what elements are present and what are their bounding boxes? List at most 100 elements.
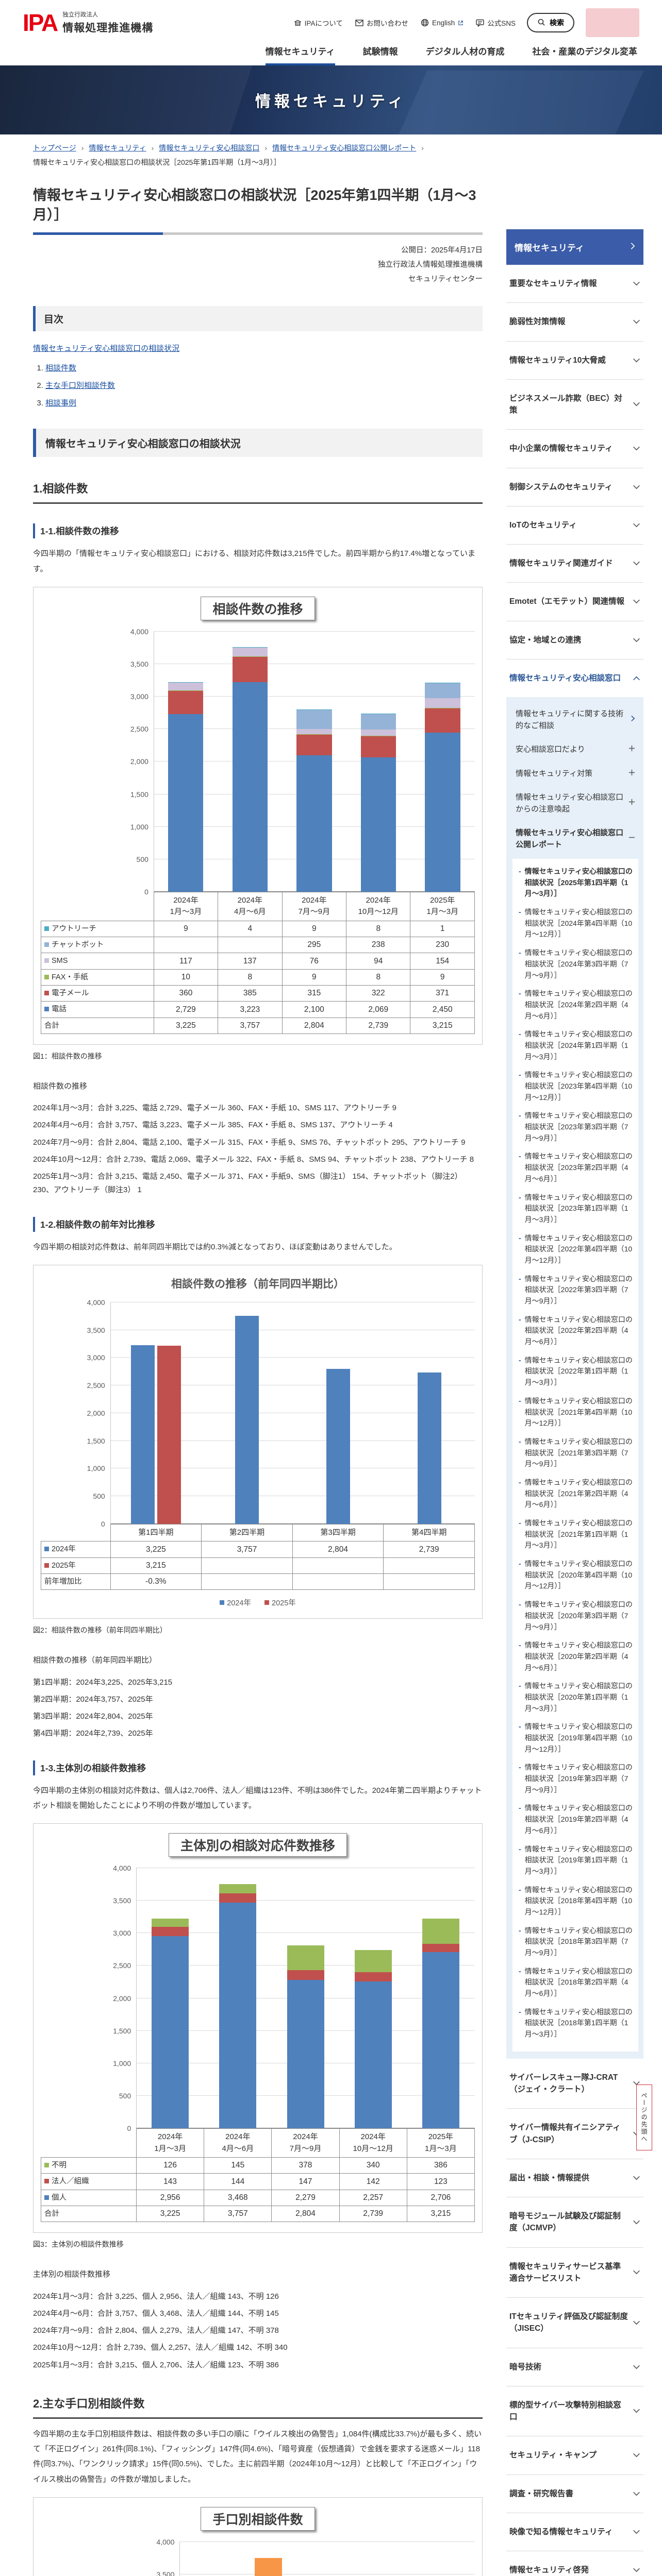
sidebar-item[interactable]: セキュリティ・キャンプ bbox=[506, 2436, 643, 2475]
sidebar-submenu-item[interactable]: 情報セキュリティ安心相談窓口公開レポート bbox=[512, 821, 638, 857]
report-link[interactable]: - 情報セキュリティ安心相談窓口の相談状況［2020年第2四半期（4月～6月）］ bbox=[519, 1640, 633, 1673]
sidebar-item[interactable]: 中小企業の情報セキュリティ bbox=[506, 430, 643, 468]
sidebar-item[interactable]: 情報セキュリティサービス基準適合サービスリスト bbox=[506, 2248, 643, 2298]
header-utilities: IPAについて お問い合わせ English 公式SNS 検索 bbox=[294, 8, 639, 37]
sidebar-item-label: 暗号技術 bbox=[509, 2362, 542, 2371]
report-link[interactable]: - 情報セキュリティ安心相談窓口の相談状況［2022年第2四半期（4月～6月）］ bbox=[519, 1314, 633, 1348]
report-link[interactable]: - 情報セキュリティ安心相談窓口の相談状況［2018年第4四半期（10月～12月）… bbox=[519, 1885, 633, 1918]
sidebar-submenu-item[interactable]: 情報セキュリティに関する技術的なご相談 bbox=[512, 702, 638, 738]
report-link[interactable]: - 情報セキュリティ安心相談窓口の相談状況［2020年第1四半期（1月～3月）］ bbox=[519, 1681, 633, 1714]
breadcrumb-link[interactable]: 情報セキュリティ安心相談窓口 bbox=[159, 144, 260, 152]
report-link[interactable]: - 情報セキュリティ安心相談窓口の相談状況［2021年第1四半期（1月～3月）］ bbox=[519, 1518, 633, 1551]
sidebar-item[interactable]: 脆弱性対策情報 bbox=[506, 303, 643, 342]
sidebar-item[interactable]: 情報セキュリティ関連ガイド bbox=[506, 545, 643, 583]
report-link[interactable]: - 情報セキュリティ安心相談窓口の相談状況［2019年第3四半期（7月～9月）］ bbox=[519, 1762, 633, 1795]
utility-item[interactable]: English bbox=[421, 19, 464, 27]
sidebar-item[interactable]: サイバー情報共有イニシアティブ（J-CSIP） bbox=[506, 2109, 643, 2159]
breadcrumb-link[interactable]: トップページ bbox=[33, 144, 76, 152]
breadcrumb-link[interactable]: 情報セキュリティ安心相談窓口公開レポート bbox=[272, 144, 417, 152]
utility-item[interactable]: お問い合わせ bbox=[355, 18, 408, 28]
nav-item-active[interactable]: 情報セキュリティ bbox=[265, 44, 335, 65]
caption-figure3: 図3：主体別の相談件数推移 bbox=[33, 2240, 124, 2249]
report-link[interactable]: - 情報セキュリティ安心相談窓口の相談状況［2021年第4四半期（10月～12月）… bbox=[519, 1396, 633, 1429]
nav-item-link[interactable]: デジタル人材の育成 bbox=[425, 47, 505, 57]
sidebar-item[interactable]: 標的型サイバー攻撃特別相談窓口 bbox=[506, 2386, 643, 2437]
nav-item-link[interactable]: 社会・産業のデジタル変革 bbox=[532, 47, 637, 57]
report-link[interactable]: - 情報セキュリティ安心相談窓口の相談状況［2023年第3四半期（7月～9月）］ bbox=[519, 1110, 633, 1144]
sidebar-item[interactable]: 情報セキュリティ10大脅威 bbox=[506, 342, 643, 380]
report-link[interactable]: - 情報セキュリティ安心相談窓口の相談状況［2022年第3四半期（7月～9月）］ bbox=[519, 1274, 633, 1307]
toc-link[interactable]: 相談事例 bbox=[45, 399, 77, 408]
toc-link[interactable]: 相談件数 bbox=[45, 364, 77, 373]
y-tick-label: 1,500 bbox=[87, 1436, 105, 1445]
alt-line: 第2四半期：2024年3,757、2025年 bbox=[33, 1694, 153, 1704]
back-to-top-button[interactable]: ページの先頭へ bbox=[636, 2084, 652, 2150]
report-link[interactable]: - 情報セキュリティ安心相談窓口の相談状況［2024年第2四半期（4月～6月）］ bbox=[519, 988, 633, 1022]
sidebar-item[interactable]: 調査・研究報告書 bbox=[506, 2475, 643, 2513]
report-link[interactable]: - 情報セキュリティ安心相談窓口の相談状況［2023年第1四半期（1月～3月）］ bbox=[519, 1192, 633, 1226]
breadcrumb-link[interactable]: 情報セキュリティ bbox=[89, 144, 146, 152]
sidebar-item[interactable]: ITセキュリティ評価及び認証制度（JISEC） bbox=[506, 2298, 643, 2348]
plus-icon bbox=[628, 798, 635, 809]
report-link[interactable]: - 情報セキュリティ安心相談窓口の相談状況［2021年第3四半期（7月～9月）］ bbox=[519, 1436, 633, 1470]
report-link[interactable]: - 情報セキュリティ安心相談窓口の相談状況［2024年第1四半期（1月～3月）］ bbox=[519, 1029, 633, 1062]
category-header: 2024年 10月～12月 bbox=[339, 2128, 407, 2158]
report-link[interactable]: - 情報セキュリティ安心相談窓口の相談状況［2025年第1四半期（1月～3月）］ bbox=[519, 866, 633, 900]
y-tick-label: 4,000 bbox=[156, 2537, 175, 2546]
chevron-down-icon bbox=[633, 519, 640, 531]
report-link[interactable]: - 情報セキュリティ安心相談窓口の相談状況［2020年第4四半期（10月～12月）… bbox=[519, 1558, 633, 1592]
cell-value: 76 bbox=[282, 953, 347, 970]
sidebar-item[interactable]: サイバーレスキュー隊J-CRAT（ジェイ・クラート） bbox=[506, 2059, 643, 2109]
sidebar-item[interactable]: 情報セキュリティ啓発 bbox=[506, 2551, 643, 2576]
chart-band bbox=[282, 632, 346, 892]
y-tick-label: 500 bbox=[136, 855, 148, 863]
utility-item[interactable]: IPAについて bbox=[294, 18, 343, 28]
sidebar-item[interactable]: ビジネスメール詐欺（BEC）対策 bbox=[506, 380, 643, 430]
report-link[interactable]: - 情報セキュリティ安心相談窓口の相談状況［2023年第4四半期（10月～12月）… bbox=[519, 1070, 633, 1103]
report-link[interactable]: - 情報セキュリティ安心相談窓口の相談状況［2020年第3四半期（7月～9月）］ bbox=[519, 1599, 633, 1633]
report-link[interactable]: - 情報セキュリティ安心相談窓口の相談状況［2022年第1四半期（1月～3月）］ bbox=[519, 1355, 633, 1388]
segment-チャットボット bbox=[425, 683, 460, 698]
breadcrumb-row: トップページ › 情報セキュリティ › 情報セキュリティ安心相談窓口 › 情報セキュリティ安… bbox=[33, 143, 629, 153]
sidebar-item[interactable]: 暗号技術 bbox=[506, 2348, 643, 2386]
sidebar-submenu-item[interactable]: 情報セキュリティ対策 bbox=[512, 762, 638, 786]
report-link[interactable]: - 情報セキュリティ安心相談窓口の相談状況［2024年第3四半期（7月～9月）］ bbox=[519, 947, 633, 981]
report-link[interactable]: - 情報セキュリティ安心相談窓口の相談状況［2019年第4四半期（10月～12月）… bbox=[519, 1721, 633, 1755]
report-link[interactable]: - 情報セキュリティ安心相談窓口の相談状況［2019年第1四半期（1月～3月）］ bbox=[519, 1844, 633, 1877]
report-label: 情報セキュリティ安心相談窓口の相談状況［2024年第1四半期（1月～3月）］ bbox=[524, 1030, 633, 1061]
sidebar-submenu-item[interactable]: 安心相談窓口だより bbox=[512, 738, 638, 762]
sidebar-item[interactable]: 暗号モジュール試験及び認証制度（JCMVP） bbox=[506, 2197, 643, 2248]
utility-label: English bbox=[432, 19, 455, 27]
sidebar-item[interactable]: 制御システムのセキュリティ bbox=[506, 468, 643, 506]
sidebar-item[interactable]: 届出・相談・情報提供 bbox=[506, 2159, 643, 2198]
report-link[interactable]: - 情報セキュリティ安心相談窓口の相談状況［2019年第2四半期（4月～6月）］ bbox=[519, 1803, 633, 1836]
report-link[interactable]: - 情報セキュリティ安心相談窓口の相談状況［2018年第1四半期（1月～3月）］ bbox=[519, 2007, 633, 2040]
sidebar-header[interactable]: 情報セキュリティ bbox=[506, 229, 643, 265]
report-link[interactable]: - 情報セキュリティ安心相談窓口の相談状況［2022年第4四半期（10月～12月）… bbox=[519, 1233, 633, 1266]
sidebar-item[interactable]: 重要なセキュリティ情報 bbox=[506, 265, 643, 303]
toc-link[interactable]: 主な手口別相談件数 bbox=[45, 381, 115, 391]
segment-電話 bbox=[296, 755, 332, 892]
menu-button[interactable] bbox=[586, 8, 639, 37]
report-link[interactable]: - 情報セキュリティ安心相談窓口の相談状況［2018年第3四半期（7月～9月）］ bbox=[519, 1925, 633, 1959]
cell-value: 143 bbox=[136, 2173, 205, 2190]
utility-item[interactable]: 公式SNS bbox=[476, 18, 516, 28]
report-link[interactable]: - 情報セキュリティ安心相談窓口の相談状況［2018年第2四半期（4月～6月）］ bbox=[519, 1966, 633, 1999]
report-link[interactable]: - 情報セキュリティ安心相談窓口の相談状況［2021年第2四半期（4月～6月）］ bbox=[519, 1477, 633, 1511]
sidebar-item[interactable]: 協定・地域との連携 bbox=[506, 621, 643, 659]
sidebar-item-label: 情報セキュリティサービス基準適合サービスリスト bbox=[509, 2262, 621, 2283]
report-link[interactable]: - 情報セキュリティ安心相談窓口の相談状況［2024年第4四半期（10月～12月）… bbox=[519, 907, 633, 940]
sidebar-item[interactable]: 映像で知る情報セキュリティ bbox=[506, 2513, 643, 2552]
report-link[interactable]: - 情報セキュリティ安心相談窓口の相談状況［2023年第2四半期（4月～6月）］ bbox=[519, 1151, 633, 1184]
sidebar-item[interactable]: IoTのセキュリティ bbox=[506, 506, 643, 545]
sidebar-item-label: 情報セキュリティ関連ガイド bbox=[509, 559, 613, 568]
toc-top-link[interactable]: 情報セキュリティ安心相談窓口の相談状況 bbox=[33, 344, 180, 353]
ipa-logo[interactable]: IPA 独立行政法人 情報処理推進機構 bbox=[23, 10, 153, 35]
sidebar-item-active[interactable]: 情報セキュリティ安心相談窓口 bbox=[506, 659, 643, 697]
segment-その他 bbox=[254, 2557, 282, 2576]
nav-item-link[interactable]: 試験情報 bbox=[362, 47, 398, 57]
sidebar-item[interactable]: Emotet（エモテット）関連情報 bbox=[506, 583, 643, 621]
alt-line: 第4四半期：2024年2,739、2025年 bbox=[33, 1729, 153, 1738]
sidebar-submenu-item[interactable]: 情報セキュリティ安心相談窓口からの注意喚起 bbox=[512, 786, 638, 821]
search-button[interactable]: 検索 bbox=[527, 13, 574, 32]
